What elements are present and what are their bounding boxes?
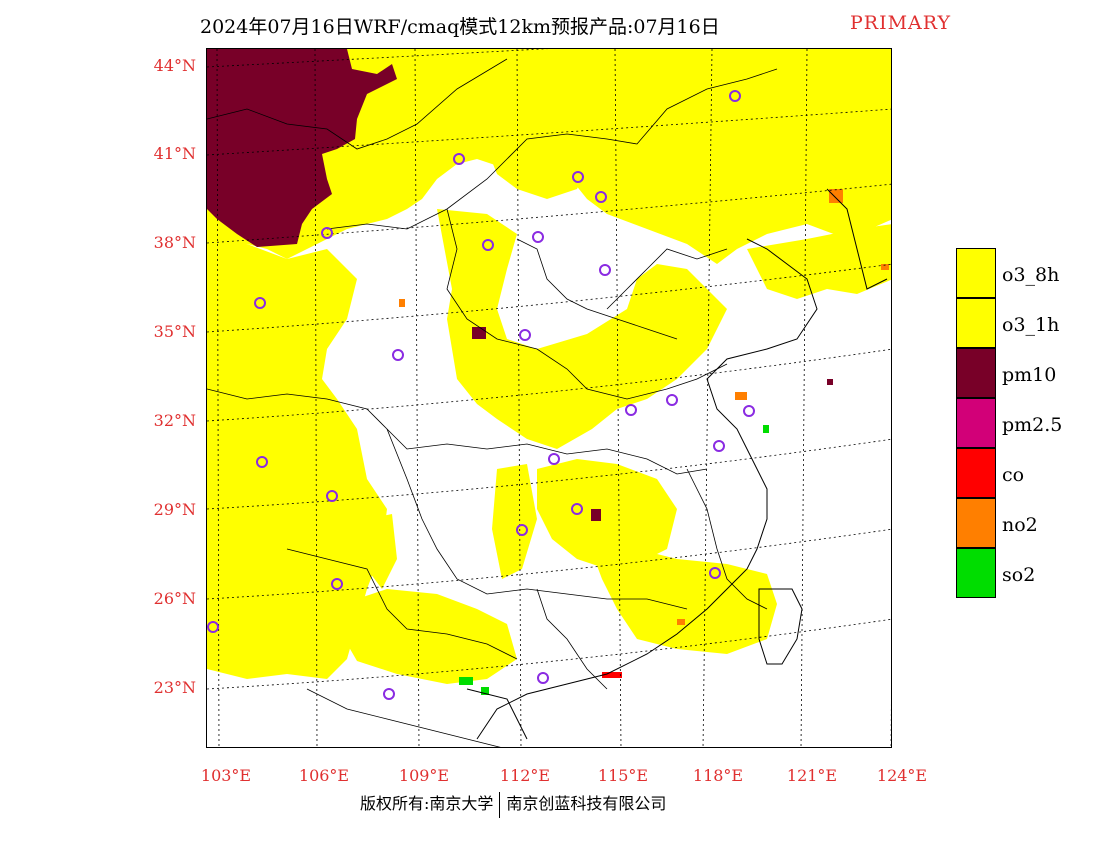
o3-region bbox=[207, 49, 891, 684]
lat-label: 44°N bbox=[153, 56, 196, 75]
lon-label: 118°E bbox=[692, 766, 744, 785]
legend-label: pm2.5 bbox=[1002, 414, 1063, 436]
circle-icon bbox=[326, 490, 338, 502]
legend-swatch bbox=[956, 448, 996, 498]
circle-icon bbox=[709, 567, 721, 579]
legend-label: o3_8h bbox=[1002, 264, 1060, 286]
station-markers bbox=[207, 90, 755, 700]
title-tag: PRIMARY bbox=[850, 12, 952, 34]
legend-swatch bbox=[956, 298, 996, 348]
coastline bbox=[466, 188, 888, 740]
lon-label: 112°E bbox=[499, 766, 551, 785]
legend-swatch bbox=[956, 248, 996, 298]
lat-label: 38°N bbox=[153, 233, 196, 252]
circle-icon bbox=[571, 503, 583, 515]
circle-icon bbox=[519, 329, 531, 341]
co-spots bbox=[602, 672, 622, 678]
title-main: 2024年07月16日WRF/cmaq模式12km预报产品:07月16日 bbox=[200, 16, 720, 38]
circle-icon bbox=[383, 688, 395, 700]
circle-icon bbox=[321, 227, 333, 239]
lat-label: 32°N bbox=[153, 411, 196, 430]
legend-label: co bbox=[1002, 464, 1025, 486]
circle-icon bbox=[548, 453, 560, 465]
pollutant-map bbox=[207, 49, 891, 747]
legend-label: o3_1h bbox=[1002, 314, 1060, 336]
circle-icon bbox=[331, 578, 343, 590]
legend-swatch bbox=[956, 548, 996, 598]
circle-icon bbox=[572, 171, 584, 183]
circle-icon bbox=[516, 524, 528, 536]
lat-label: 41°N bbox=[153, 144, 196, 163]
lat-label: 35°N bbox=[153, 322, 196, 341]
lon-label: 106°E bbox=[298, 766, 350, 785]
circle-icon bbox=[599, 264, 611, 276]
circle-icon bbox=[256, 456, 268, 468]
circle-icon bbox=[482, 239, 494, 251]
lon-label: 115°E bbox=[597, 766, 649, 785]
company-text: 南京创蓝科技有限公司 bbox=[506, 794, 667, 813]
lat-label: 29°N bbox=[153, 500, 196, 519]
circle-icon bbox=[595, 191, 607, 203]
lat-label: 26°N bbox=[153, 589, 196, 608]
circle-icon bbox=[207, 621, 219, 633]
circle-icon bbox=[625, 404, 637, 416]
lon-label: 121°E bbox=[786, 766, 838, 785]
grid-lines bbox=[207, 49, 891, 747]
circle-icon bbox=[537, 672, 549, 684]
legend-label: pm10 bbox=[1002, 364, 1057, 386]
circle-icon bbox=[743, 405, 755, 417]
circle-icon bbox=[254, 297, 266, 309]
no2-spots bbox=[399, 189, 889, 625]
legend-label: no2 bbox=[1002, 514, 1038, 536]
lon-label: 124°E bbox=[876, 766, 928, 785]
pm10-region bbox=[207, 49, 833, 521]
legend-label: so2 bbox=[1002, 564, 1036, 586]
circle-icon bbox=[532, 231, 544, 243]
lon-label: 109°E bbox=[398, 766, 450, 785]
copyright-footer: 版权所有:南京大学 南京创蓝科技有限公司 bbox=[360, 790, 666, 818]
copyright-text: 版权所有:南京大学 bbox=[360, 794, 494, 813]
map-panel[interactable] bbox=[206, 48, 892, 748]
circle-icon bbox=[713, 440, 725, 452]
legend-swatch bbox=[956, 398, 996, 448]
circle-icon bbox=[729, 90, 741, 102]
lat-label: 23°N bbox=[153, 678, 196, 697]
province-boundaries bbox=[207, 58, 778, 747]
footer-divider bbox=[499, 791, 501, 818]
legend-swatch bbox=[956, 348, 996, 398]
legend-swatch bbox=[956, 498, 996, 548]
lon-label: 103°E bbox=[200, 766, 252, 785]
circle-icon bbox=[392, 349, 404, 361]
circle-icon bbox=[453, 153, 465, 165]
so2-spots bbox=[459, 425, 769, 695]
circle-icon bbox=[666, 394, 678, 406]
